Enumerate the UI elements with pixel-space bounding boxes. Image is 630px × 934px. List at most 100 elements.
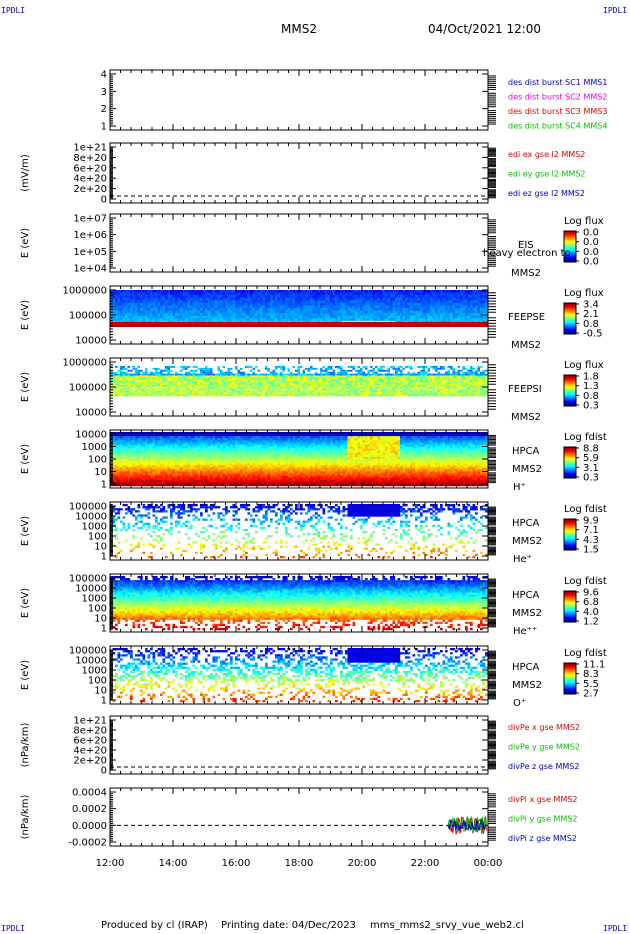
colorbar-cell (564, 324, 576, 326)
colorbar-cell (564, 386, 576, 388)
colorbar-cell (564, 528, 576, 530)
colorbar-tick-label: 11.1 (583, 660, 605, 671)
y-tick-label: 10000 (75, 656, 107, 667)
colorbar-cell (564, 598, 576, 600)
colorbar-tick-label: 9.9 (583, 516, 599, 527)
colorbar-cell (564, 466, 576, 468)
colorbar-cell (564, 403, 576, 405)
panel-6 (109, 429, 579, 489)
species-label: He⁺ (513, 554, 532, 565)
colorbar-cell (564, 314, 576, 316)
colorbar-cell (564, 398, 576, 400)
colorbar-cell (564, 520, 576, 522)
instrument-label: HPCA (512, 518, 540, 529)
colorbar-cell (564, 523, 576, 525)
y-tick-label: 1e+21 (73, 143, 107, 154)
colorbar-cell (564, 526, 576, 528)
colorbar-cell (564, 258, 576, 260)
colorbar-cell (564, 467, 576, 469)
colorbar-cell (564, 328, 576, 330)
colorbar-cell (564, 519, 576, 521)
colorbar-cell (564, 453, 576, 455)
colorbar-cell (564, 465, 576, 467)
colorbar-cell (564, 304, 576, 306)
footer-filename: mms_mms2_srvy_vue_web2.cl (370, 920, 524, 931)
colorbar-cell (564, 600, 576, 602)
colorbar-tick-label: 7.1 (583, 525, 599, 536)
colorbar-cell (564, 456, 576, 458)
legend-entry: divPe x gse MMS2 (508, 723, 580, 732)
colorbar-tick-label: 0.3 (583, 401, 599, 412)
corner-mark-bl: IPDLI (1, 924, 26, 933)
colorbar-cell (564, 449, 576, 451)
colorbar-cell (564, 591, 576, 593)
y-axis-label: (nPa/km) (20, 795, 31, 840)
colorbar-frame (563, 446, 577, 479)
colorbar-cell (564, 457, 576, 459)
y-axis-label: E (eV) (20, 516, 31, 546)
colorbar-cell (564, 599, 576, 601)
colorbar-title: Log fdist (564, 504, 607, 515)
colorbar-title: Log fdist (564, 648, 607, 659)
y-tick-label: 1e+04 (73, 264, 107, 275)
colorbar-cell (564, 256, 576, 258)
y-tick-label: 100000 (69, 502, 107, 513)
colorbar-cell (564, 325, 576, 327)
colorbar-cell (564, 249, 576, 251)
colorbar-cell (564, 392, 576, 394)
colorbar-title: Log fdist (564, 576, 607, 587)
colorbar-cell (564, 375, 576, 377)
colorbar-cell (564, 312, 576, 314)
colorbar-cell (564, 609, 576, 611)
colorbar-cell (564, 470, 576, 472)
colorbar-tick-label: 8.3 (583, 669, 599, 680)
colorbar-cell (564, 323, 576, 325)
colorbar-cell (564, 452, 576, 454)
y-tick-label: 100000 (69, 311, 107, 322)
colorbar-cell (564, 675, 576, 677)
x-tick-label: 12:00 (96, 858, 125, 869)
feeps-band (110, 322, 488, 327)
colorbar-cell (564, 544, 576, 546)
colorbar-cell (564, 259, 576, 261)
spacecraft-label: MMS2 (511, 268, 541, 279)
x-tick-label: 00:00 (474, 858, 503, 869)
spacecraft-label: MMS2 (512, 608, 542, 619)
x-tick-label: 16:00 (222, 858, 251, 869)
colorbar-tick-label: 8.8 (583, 444, 599, 455)
colorbar-cell (564, 473, 576, 475)
colorbar-cell (564, 692, 576, 694)
y-tick-label: -0.0002 (68, 838, 107, 849)
colorbar-cell (564, 327, 576, 329)
colorbar-cell (564, 399, 576, 401)
colorbar-tick-label: 3.1 (583, 463, 599, 474)
colorbar-cell (564, 404, 576, 406)
colorbar-cell (564, 255, 576, 257)
colorbar-cell (564, 531, 576, 533)
colorbar-tick-label: -0.5 (583, 329, 603, 340)
y-tick-label: 0.0004 (72, 788, 107, 799)
series-divpi-y (447, 815, 487, 834)
colorbar-cell (564, 464, 576, 466)
panel-7 (109, 501, 579, 561)
colorbar-cell (564, 607, 576, 609)
colorbar-cell (564, 447, 576, 449)
colorbar-cell (564, 316, 576, 318)
y-tick-label: 100 (88, 455, 107, 466)
colorbar-cell (564, 305, 576, 307)
colorbar-cell (564, 308, 576, 310)
panel-frame (109, 715, 489, 775)
legend-entry: edi ey gse l2 MMS2 (508, 170, 586, 179)
colorbar-tick-label: 2.7 (583, 689, 599, 700)
colorbar-cell (564, 680, 576, 682)
colorbar-cell (564, 332, 576, 334)
series-divpi-z (447, 819, 487, 832)
legend-entry: edi ez gse l2 MMS2 (508, 189, 585, 198)
colorbar-cell (564, 665, 576, 667)
colorbar-cell (564, 615, 576, 617)
colorbar-cell (564, 380, 576, 382)
colorbar-cell (564, 468, 576, 470)
colorbar-cell (564, 522, 576, 524)
colorbar-cell (564, 541, 576, 543)
